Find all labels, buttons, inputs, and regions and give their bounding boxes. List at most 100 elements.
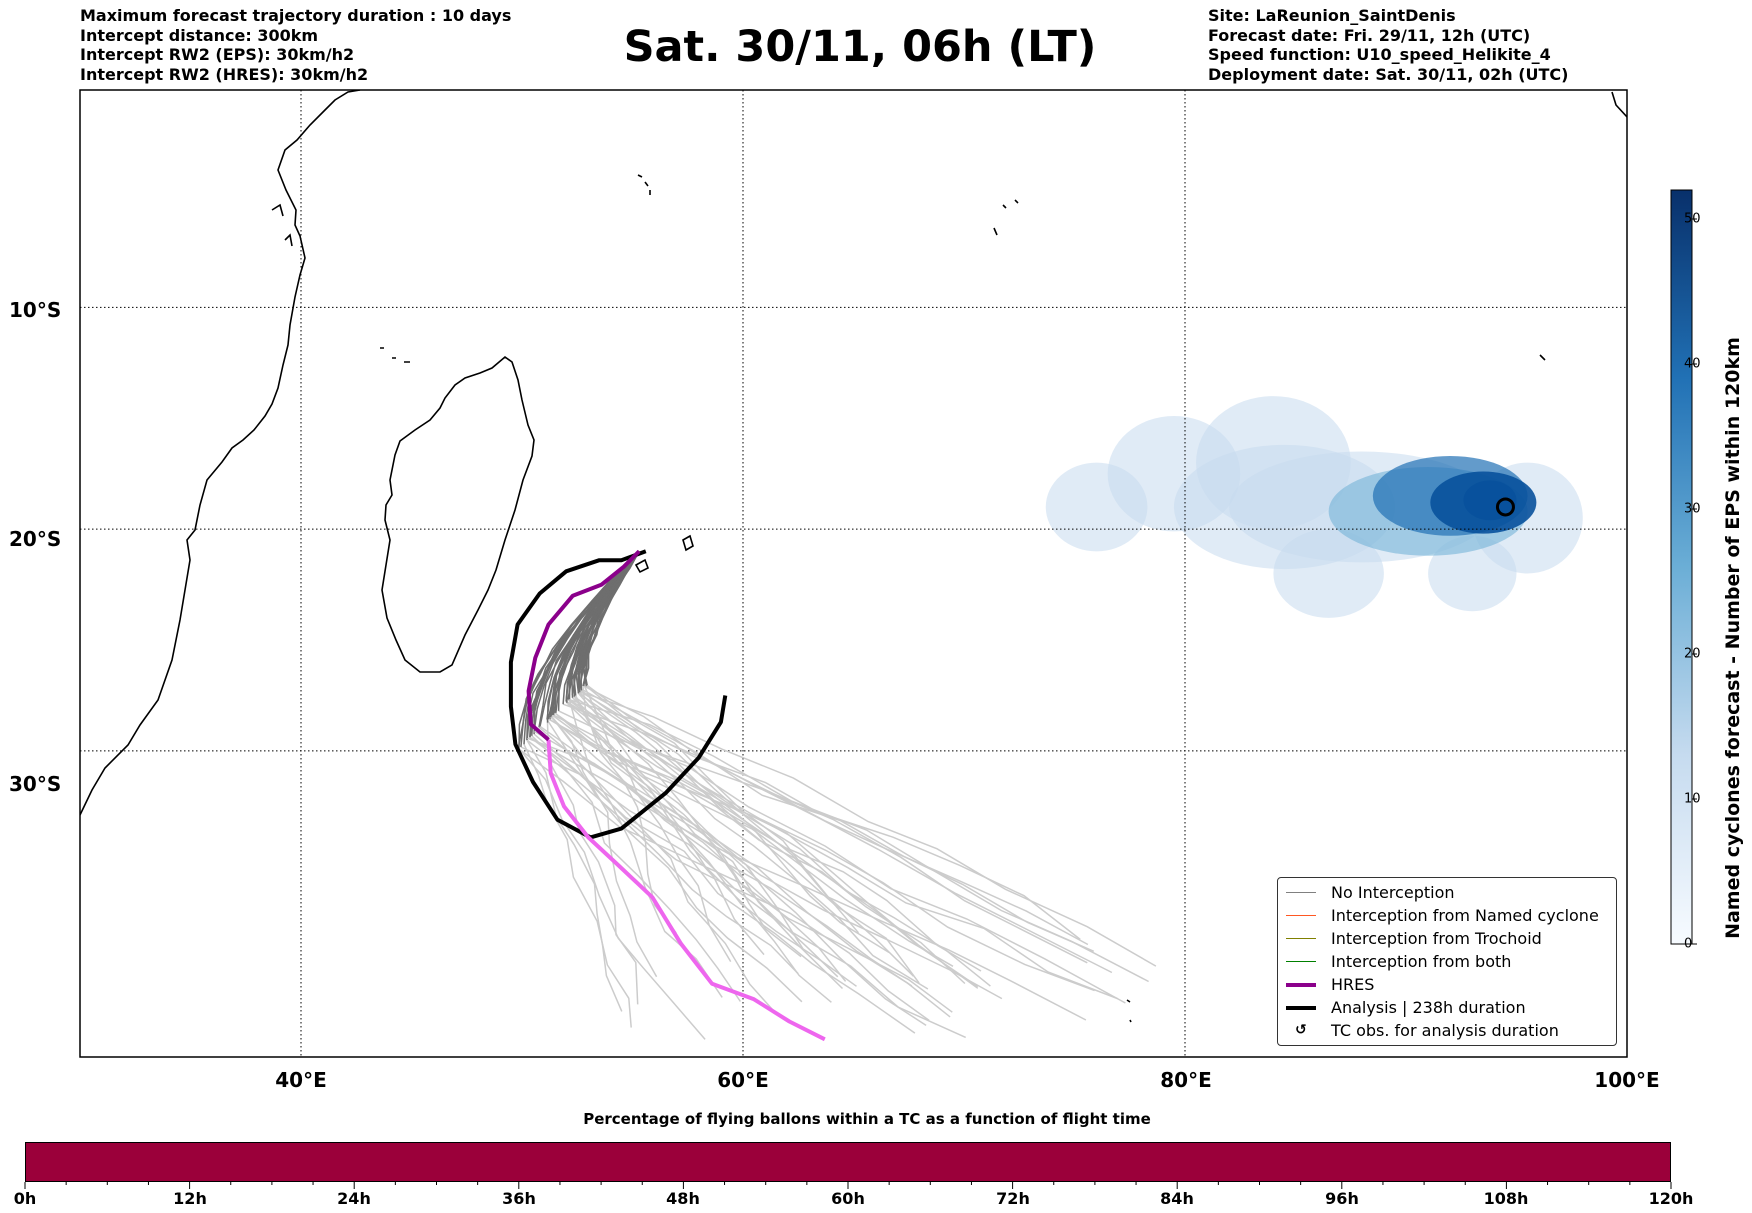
ensemble-track-late [580, 689, 890, 954]
hres-track-late [546, 739, 826, 1042]
trajectory-tracks [508, 549, 1157, 1042]
colorbar-tick-20: 20 [1684, 646, 1701, 662]
eps-density-cell [1463, 480, 1517, 521]
lat-label-10s: 10°S [9, 298, 62, 322]
analysis-track [508, 549, 728, 840]
time-tick-label: 12h [173, 1189, 207, 1208]
lon-label-40e: 40°E [275, 1068, 327, 1092]
ensemble-track-late [520, 746, 916, 1034]
mauritius-island-coast [682, 534, 694, 552]
legend-label: TC obs. for analysis duration [1331, 1021, 1559, 1040]
colorbar-tick-30: 30 [1684, 501, 1701, 517]
legend-label: Interception from both [1331, 952, 1512, 971]
figure-title: Sat. 30/11, 06h (LT) [623, 22, 1097, 72]
ensemble-track-late [546, 722, 639, 1005]
madagascar-coastline [381, 355, 535, 673]
ensemble-track-late [549, 718, 1095, 992]
legend-label: No Interception [1331, 883, 1455, 902]
colorbar-tick-40: 40 [1684, 356, 1701, 372]
small-island-dots [993, 199, 1546, 1023]
time-tick-label: 72h [996, 1189, 1030, 1208]
cyclone-symbol-icon: ↺ [1295, 1022, 1307, 1038]
legend-item-analysis: Analysis | 238h duration [1278, 996, 1616, 1019]
gridlines [80, 90, 1627, 1057]
ensemble-track-early [520, 550, 640, 748]
info-intercept-eps: Intercept RW2 (EPS): 30km/h2 [80, 45, 355, 64]
time-tick-label: 48h [666, 1189, 700, 1208]
ensemble-track-late [573, 696, 732, 962]
legend-line-analysis [1286, 1006, 1316, 1010]
legend-line-no-interception [1286, 892, 1316, 893]
colorbar-tick-marks [1692, 218, 1697, 945]
lat-label-30s: 30°S [9, 772, 62, 796]
legend-label: Interception from Trochoid [1331, 929, 1542, 948]
ensemble-track-late [585, 685, 1081, 940]
info-deployment-date: Deployment date: Sat. 30/11, 02h (UTC) [1208, 64, 1569, 84]
lon-label-60e: 60°E [717, 1068, 769, 1092]
time-tick-label: 0h [13, 1189, 37, 1208]
ensemble-track-late [579, 691, 929, 990]
legend-label: HRES [1331, 975, 1375, 994]
maldives-coast [1611, 91, 1627, 119]
time-percentage-bar [25, 1142, 1671, 1182]
legend-item-no-interception: No Interception [1278, 881, 1616, 904]
hres-track-early [526, 549, 641, 742]
ensemble-track-late [579, 690, 1157, 967]
eps-density-field [1045, 396, 1583, 618]
legend-item-named-cyclone: Interception from Named cyclone [1278, 904, 1616, 927]
legend-item-hres: HRES [1278, 973, 1616, 996]
ensemble-track-early [549, 550, 640, 718]
ensemble-track-late [526, 740, 623, 1012]
legend-line-trochoid [1286, 938, 1316, 939]
ensemble-track-late [550, 716, 913, 987]
lon-label-100e: 100°E [1594, 1068, 1660, 1092]
reunion-island-coast [634, 558, 650, 574]
ensemble-track-late [565, 700, 1126, 1004]
lat-label-20s: 20°S [9, 527, 62, 551]
storm-center-marker [1495, 497, 1515, 517]
time-tick-label: 24h [337, 1189, 371, 1208]
info-forecast-date: Forecast date: Fri. 29/11, 12h (UTC) [1208, 25, 1531, 45]
legend-item-tc-obs: ↺ TC obs. for analysis duration [1278, 1019, 1616, 1042]
colorbar-tick-10: 10 [1684, 791, 1701, 807]
ensemble-track-late [554, 712, 832, 1003]
time-bar-title: Percentage of flying ballons within a TC… [583, 1110, 1151, 1128]
lon-label-80e: 80°E [1160, 1068, 1212, 1092]
map-frame-border [79, 89, 1628, 1058]
legend-item-both: Interception from both [1278, 950, 1616, 973]
ensemble-track-late [529, 736, 930, 1022]
ensemble-track-late [566, 702, 839, 978]
legend-line-hres [1286, 983, 1316, 987]
ensemble-track-early [566, 550, 640, 703]
legend-label: Analysis | 238h duration [1331, 998, 1526, 1017]
colorbar-tick-50: 50 [1684, 211, 1701, 227]
ensemble-track-late [538, 726, 777, 1015]
time-tick-label: 96h [1325, 1189, 1359, 1208]
colorbar-group [1670, 189, 1697, 945]
zanzibar-coast [271, 203, 293, 247]
ensemble-track-late [539, 725, 857, 987]
seychelles-coast [637, 174, 651, 195]
ensemble-track-late [523, 743, 632, 1028]
info-intercept-distance: Intercept distance: 300km [80, 25, 319, 45]
ensemble-track-late [579, 687, 1095, 952]
time-tick-label: 84h [1160, 1189, 1194, 1208]
colorbar-tick-0: 0 [1684, 936, 1693, 952]
ensemble-track-late [531, 735, 742, 1002]
info-speed-function: Speed function: U10_speed_Helikite_4 [1208, 45, 1551, 64]
time-bar-minor-ticks [24, 1182, 1672, 1189]
africa-coastline [80, 90, 361, 816]
legend-label: Interception from Named cyclone [1331, 906, 1599, 925]
colorbar-gradient [1670, 189, 1693, 945]
tc-observation-marker [1495, 497, 1515, 517]
forecast-parameters-block: Maximum forecast trajectory duration : 1… [80, 6, 511, 84]
time-tick-label: 36h [502, 1189, 536, 1208]
legend-line-both [1286, 961, 1316, 962]
legend-line-named-cyclone [1286, 915, 1316, 916]
time-tick-label: 120h [1648, 1189, 1694, 1208]
time-tick-label: 108h [1483, 1189, 1529, 1208]
legend-box: No Interception Interception from Named … [1277, 877, 1617, 1046]
coastlines [80, 90, 1627, 1023]
colorbar-label: Named cyclones forecast - Number of EPS … [1722, 337, 1744, 939]
